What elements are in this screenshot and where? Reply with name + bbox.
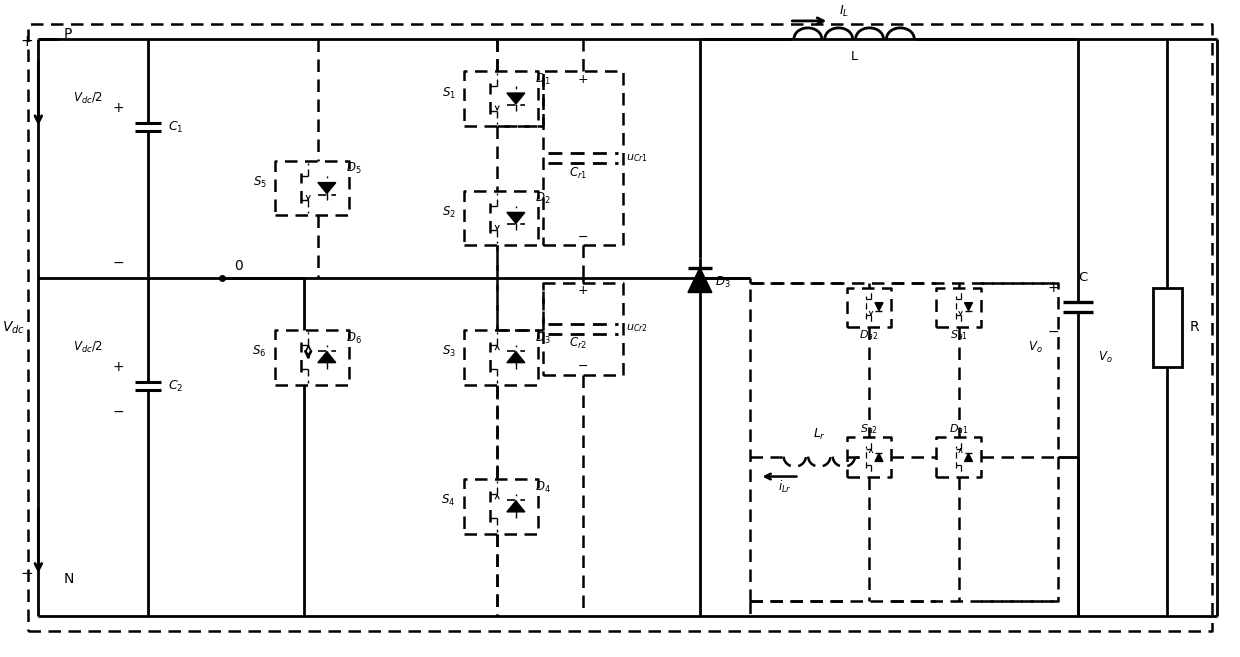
Text: +: + xyxy=(578,73,588,85)
Text: $C_{r1}$: $C_{r1}$ xyxy=(569,166,587,181)
Text: $D_4$: $D_4$ xyxy=(534,480,551,495)
Text: −: − xyxy=(20,566,32,581)
Text: $u_{Cr2}$: $u_{Cr2}$ xyxy=(626,323,647,334)
Text: $S_4$: $S_4$ xyxy=(441,493,455,509)
Text: −: − xyxy=(1048,325,1059,339)
Text: $V_{dc}/2$: $V_{dc}/2$ xyxy=(73,340,103,355)
Text: $D_5$: $D_5$ xyxy=(346,162,361,177)
Polygon shape xyxy=(317,183,336,194)
Text: $D_{a2}$: $D_{a2}$ xyxy=(859,328,879,342)
Text: $C_{r2}$: $C_{r2}$ xyxy=(569,336,587,351)
Text: $D_2$: $D_2$ xyxy=(534,191,551,206)
Text: $u_{Cr1}$: $u_{Cr1}$ xyxy=(626,152,647,164)
Polygon shape xyxy=(507,212,525,223)
Text: $i_{Lr}$: $i_{Lr}$ xyxy=(777,478,791,495)
Polygon shape xyxy=(965,453,972,461)
Text: $I_L$: $I_L$ xyxy=(839,3,849,18)
Text: $S_6$: $S_6$ xyxy=(253,344,267,359)
Polygon shape xyxy=(507,351,525,363)
Text: $S_1$: $S_1$ xyxy=(441,85,455,101)
Text: $S_2$: $S_2$ xyxy=(441,205,455,220)
Text: $V_{dc}$: $V_{dc}$ xyxy=(2,319,25,336)
Text: $V_o$: $V_o$ xyxy=(1028,340,1043,355)
Text: C: C xyxy=(1079,271,1087,284)
Text: +: + xyxy=(112,360,124,374)
Text: N: N xyxy=(63,572,73,586)
Text: L: L xyxy=(851,50,858,63)
Text: $S_5$: $S_5$ xyxy=(253,175,267,190)
Text: $S_3$: $S_3$ xyxy=(441,344,455,359)
Polygon shape xyxy=(507,501,525,512)
Polygon shape xyxy=(965,303,972,311)
Text: $V_o$: $V_o$ xyxy=(1097,350,1112,365)
Text: $C_1$: $C_1$ xyxy=(167,120,184,135)
Text: $L_r$: $L_r$ xyxy=(812,427,826,442)
Text: $V_{dc}/2$: $V_{dc}/2$ xyxy=(73,91,103,106)
Text: $S_{a1}$: $S_{a1}$ xyxy=(950,328,967,342)
Text: −: − xyxy=(578,231,588,244)
Polygon shape xyxy=(507,93,525,104)
Polygon shape xyxy=(688,267,712,292)
Text: $D_1$: $D_1$ xyxy=(534,72,551,87)
Text: $D_{a1}$: $D_{a1}$ xyxy=(949,422,968,436)
Text: R: R xyxy=(1189,321,1199,334)
Text: +: + xyxy=(20,34,32,49)
Text: −: − xyxy=(578,360,588,373)
Polygon shape xyxy=(875,453,883,461)
Text: P: P xyxy=(63,27,72,41)
Text: −: − xyxy=(112,405,124,419)
Text: 0: 0 xyxy=(234,259,243,273)
Polygon shape xyxy=(317,351,336,363)
Text: $D_3$: $D_3$ xyxy=(534,330,551,346)
Text: −: − xyxy=(112,256,124,269)
Text: $D_3$: $D_3$ xyxy=(714,275,730,290)
Bar xyxy=(1152,288,1183,367)
Text: +: + xyxy=(1048,281,1059,294)
Text: $D_6$: $D_6$ xyxy=(346,330,361,346)
Polygon shape xyxy=(875,303,883,311)
Text: +: + xyxy=(578,284,588,297)
Text: $C_2$: $C_2$ xyxy=(167,378,184,394)
Text: +: + xyxy=(112,101,124,116)
Text: $S_{a2}$: $S_{a2}$ xyxy=(861,422,878,436)
